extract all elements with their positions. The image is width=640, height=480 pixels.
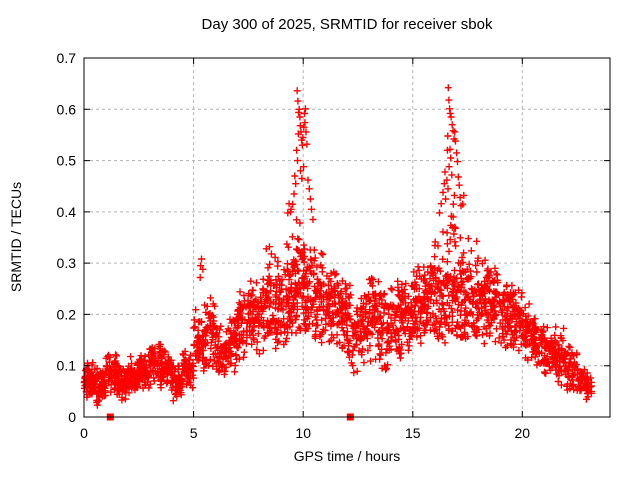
x-tick-label: 5 — [190, 425, 198, 441]
tick-labels: 0 5 10 15 20 0 0.1 0.2 0.3 0.4 0.5 0.6 0.7 — [57, 50, 531, 441]
y-tick-label: 0.7 — [57, 50, 77, 66]
x-tick-label: 10 — [295, 425, 311, 441]
x-tick-label: 20 — [515, 425, 531, 441]
plot-frame — [83, 57, 611, 418]
tick-marks — [83, 57, 610, 418]
y-tick-label: 0.3 — [57, 255, 77, 271]
y-tick-label: 0.1 — [57, 358, 77, 374]
chart-title: Day 300 of 2025, SRMTID for receiver sbo… — [202, 16, 493, 33]
y-tick-label: 0.2 — [57, 306, 77, 322]
x-tick-label: 0 — [80, 425, 88, 441]
y-tick-label: 0.5 — [57, 153, 77, 169]
scatter-markers — [80, 84, 595, 409]
y-tick-label: 0 — [68, 409, 76, 425]
x-tick-label: 15 — [405, 425, 421, 441]
y-tick-label: 0.4 — [57, 204, 77, 220]
x-axis-label: GPS time / hours — [294, 448, 401, 464]
y-axis-label: SRMTID / TECUs — [8, 182, 24, 292]
data-points — [80, 84, 595, 421]
y-tick-label: 0.6 — [57, 101, 77, 117]
plot-border — [83, 57, 611, 418]
